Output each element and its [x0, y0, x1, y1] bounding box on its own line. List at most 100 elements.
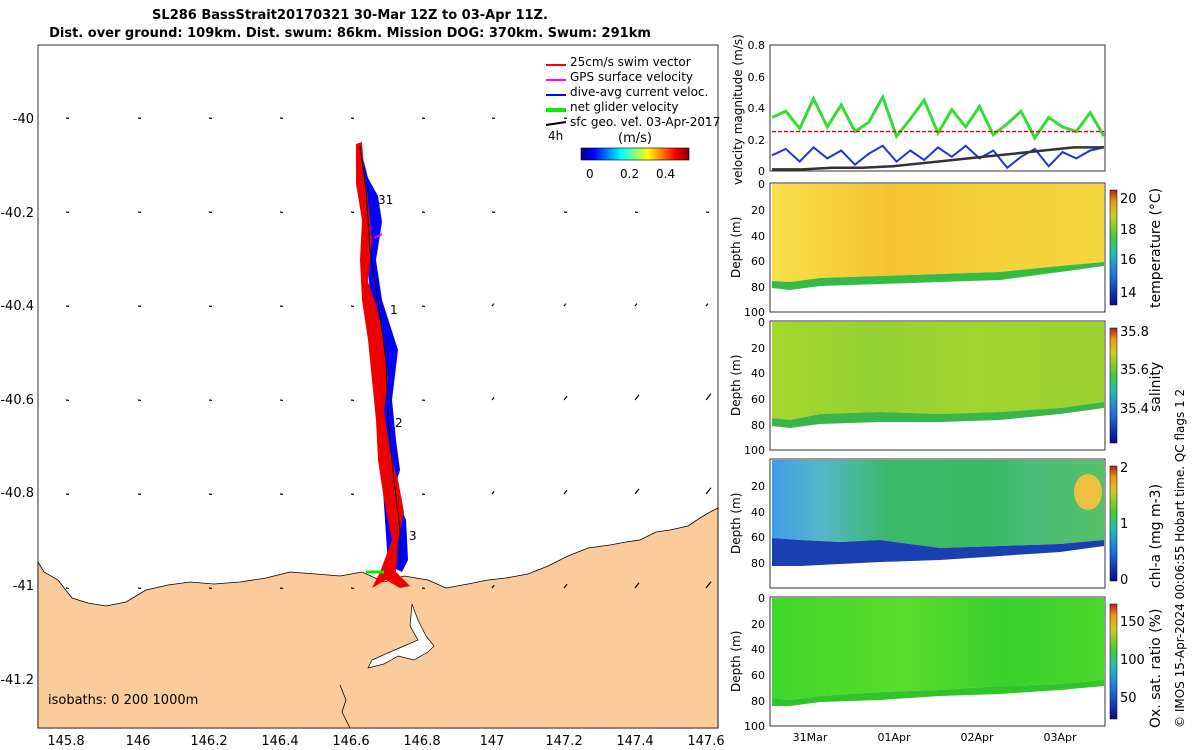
chla-cbar-tick: 1: [1120, 517, 1128, 532]
salinity-field: [772, 322, 1104, 420]
imos-footer: © IMOS 15-Apr-2024 00:06:55 Hobart time.…: [1173, 389, 1187, 728]
vel-y-tick: 0.6: [748, 71, 766, 84]
sal-cbar-label: salinity: [1148, 362, 1164, 412]
oxygen-bottom-layer: [772, 680, 1104, 706]
surface-velocity-vector: [634, 488, 640, 495]
surface-velocity-vector: [705, 487, 712, 495]
ox-cbar-tick: 50: [1120, 691, 1137, 706]
sal-ylabel: Depth (m): [730, 355, 743, 416]
day-label-1: 1: [390, 303, 398, 317]
sal-depth-tick: 40: [751, 367, 765, 380]
vel-y-tick: 0: [758, 165, 765, 178]
chla-depth-tick: 40: [751, 506, 765, 519]
surface-velocity-vector: [491, 303, 495, 307]
sal-depth-tick: 0: [758, 316, 765, 329]
surface-velocity-vector: [491, 490, 495, 495]
tamar-estuary: [367, 603, 435, 669]
oxygen-field: [772, 598, 1104, 700]
swim-vector-track: [356, 142, 410, 588]
oxygen-colorbar: [1109, 603, 1118, 720]
chla-depth-tick: 20: [751, 480, 765, 493]
map-y-tick: -40.2: [0, 206, 34, 221]
legend-net-glider-velocity: net glider velocity: [570, 100, 678, 114]
isobaths-label: isobaths: 0 200 1000m: [48, 693, 198, 708]
salinity-bottom-layer: [772, 402, 1104, 428]
temp-cbar-tick: 16: [1120, 253, 1137, 268]
ox-cbar-tick: 150: [1120, 615, 1145, 630]
chla-cbar-tick: 2: [1120, 461, 1128, 476]
surface-velocity-vector: [563, 395, 568, 401]
map-y-tick: -40.8: [0, 486, 34, 501]
legend-sfc-geo-vel: sfc geo. vel. 03-Apr-2017: [570, 115, 720, 129]
time-label: 4h: [548, 129, 563, 143]
sal-cbar-tick: 35.4: [1120, 402, 1149, 417]
map-x-tick: 146.6: [332, 734, 369, 749]
colorbar-tick: 0: [586, 167, 594, 181]
inland-river: [339, 684, 351, 729]
colorbar-tick: 0.4: [656, 167, 675, 181]
vel-y-tick: 0.8: [748, 39, 766, 52]
map-y-tick: -41: [13, 579, 34, 594]
chart-title-line2: Dist. over ground: 109km. Dist. swum: 86…: [49, 26, 651, 41]
surface-velocity-vector: [563, 489, 568, 495]
sal-depth-tick: 60: [751, 393, 765, 406]
time-series-panels: 0 0.2 0.4 0.6 0.8 0 20 40 60 80 100 0 20…: [730, 34, 1187, 744]
time-x-tick: 31Mar: [793, 731, 828, 744]
surface-velocity-vectors: [65, 117, 712, 590]
ox-depth-tick: 100: [744, 720, 765, 733]
legend-dive-avg-current: dive-avg current veloc.: [570, 85, 708, 99]
temp-depth-tick: 20: [751, 204, 765, 217]
legend-gps-velocity: GPS surface velocity: [570, 70, 693, 84]
chart-title-line1: SL286 BassStrait20170321 30-Mar 12Z to 0…: [152, 8, 548, 23]
day-label-3: 3: [409, 529, 417, 543]
temp-depth-tick: 0: [758, 178, 765, 191]
time-x-tick: 01Apr: [877, 731, 911, 744]
map-x-tick: 146.2: [190, 734, 227, 749]
sal-depth-tick: 80: [751, 419, 765, 432]
legend-swim-vector: 25cm/s swim vector: [570, 55, 691, 69]
colorbar-tick: 0.2: [620, 167, 639, 181]
ox-ylabel: Depth (m): [730, 631, 743, 692]
map-x-tick: 147.6: [687, 734, 724, 749]
chla-deep-layer: [772, 538, 1104, 566]
map-x-tick: 147: [480, 734, 505, 749]
ox-cbar-label: Ox. sat. ratio (%): [1148, 609, 1164, 728]
time-x-tick: 02Apr: [960, 731, 994, 744]
temp-depth-tick: 80: [751, 281, 765, 294]
series-line-dive-avg-current-veloc-: [771, 144, 1105, 170]
ox-depth-tick: 0: [758, 592, 765, 605]
map-y-tick: -41.2: [0, 673, 34, 688]
series-line-net-glider-velocity: [771, 93, 1106, 141]
time-x-tick: 03Apr: [1043, 731, 1077, 744]
temp-depth-tick: 100: [744, 306, 765, 319]
map-x-tick: 145.8: [47, 734, 84, 749]
ox-cbar-tick: 100: [1120, 653, 1145, 668]
surface-velocity-vector: [634, 582, 640, 589]
chla-colorbar: [1109, 465, 1118, 582]
velocity-ylabel: velocity magnitude (m/s): [731, 34, 745, 185]
sal-cbar-tick: 35.8: [1120, 325, 1149, 340]
surface-velocity-vector: [634, 394, 640, 401]
chla-cbar-tick: 0: [1120, 573, 1128, 588]
map-x-tick: 146.8: [403, 734, 440, 749]
vel-y-tick: 0.4: [748, 102, 766, 115]
sal-depth-tick: 20: [751, 342, 765, 355]
surface-velocity-vector: [705, 393, 712, 401]
glider-path-line: [359, 145, 401, 568]
temp-depth-tick: 40: [751, 230, 765, 243]
gps-surface-velocity-mark: [373, 233, 383, 239]
temp-cbar-tick: 18: [1120, 223, 1137, 238]
temperature-bottom-layer: [772, 262, 1104, 290]
colorbar-label: (m/s): [618, 131, 652, 146]
chla-depth-tick: 80: [751, 557, 765, 570]
ox-depth-tick: 20: [751, 618, 765, 631]
map-x-tick: 147.4: [616, 734, 653, 749]
ox-depth-tick: 40: [751, 643, 765, 656]
speed-colorbar: [580, 147, 690, 161]
chla-high-patch: [1074, 474, 1102, 510]
legend-swatch-sfc: [545, 121, 567, 126]
chla-cbar-label: chl-a (mg m-3): [1148, 484, 1164, 588]
chla-ylabel: Depth (m): [730, 493, 743, 554]
temperature-colorbar: [1109, 189, 1118, 306]
chla-field: [772, 460, 1104, 548]
